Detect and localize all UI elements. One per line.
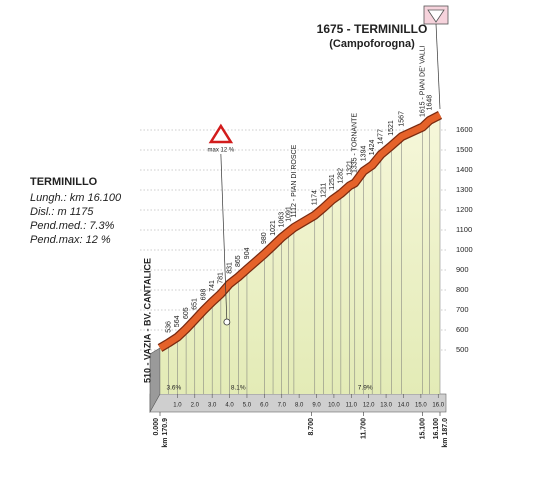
x-tick-label: 3.0 (208, 403, 217, 409)
km-mark-label: 15.100 (419, 418, 426, 440)
y-tick-label: 800 (456, 285, 469, 294)
place-label: 1335 - TORNANTE (352, 113, 359, 173)
altitude-label: 1567 (399, 111, 406, 127)
altitude-label: 1091 (286, 206, 293, 222)
altitude-label: 1424 (369, 140, 376, 156)
altitude-label: 1174 (312, 190, 319, 205)
info-line: Lungh.: km 16.100 (30, 192, 122, 204)
y-tick-label: 1100 (456, 225, 472, 234)
altitude-label: 1321 (346, 160, 353, 176)
info-line: Pend.med.: 7.3% (30, 220, 115, 232)
y-tick-label: 1600 (456, 125, 473, 134)
altitude-label: 1394 (360, 146, 367, 162)
y-tick-label: 600 (456, 325, 469, 334)
altitude-label: 1251 (329, 174, 336, 190)
altitude-label: 1063 (279, 212, 286, 228)
gradient-label: 7.9% (358, 385, 373, 392)
y-tick-label: 1500 (456, 145, 473, 154)
x-tick-label: 13.0 (380, 403, 392, 409)
y-tick-label: 700 (456, 305, 469, 314)
x-tick-label: 9.0 (312, 403, 321, 409)
profile-area (160, 115, 440, 394)
place-label: 1112 - PIAN DI ROSCE (291, 144, 298, 217)
y-tick-label: 1200 (456, 205, 473, 214)
altitude-label: 904 (244, 247, 251, 259)
place-label: 1615 - PIAN DE' VALLI (419, 45, 426, 117)
km-mark-label: 0.000 (153, 418, 160, 436)
altitude-label: 831 (226, 262, 233, 274)
x-tick-label: 4.0 (225, 403, 234, 409)
altitude-label: 1521 (388, 120, 395, 136)
altitude-label: 741 (209, 280, 216, 292)
chart-subtitle: (Campoforogna) (329, 38, 415, 50)
altitude-label: 698 (200, 289, 207, 301)
x-tick-label: 1.0 (173, 403, 182, 409)
altitude-label: 1477 (378, 129, 385, 145)
altitude-label: 781 (218, 272, 225, 284)
x-tick-label: 14.0 (398, 403, 410, 409)
summit-icon-triangle (427, 9, 445, 23)
y-tick-label: 900 (456, 265, 469, 274)
altitude-label: 605 (183, 307, 190, 319)
info-line: Disl.: m 1175 (30, 206, 94, 218)
altitude-label: 1021 (270, 220, 277, 236)
road-line (158, 112, 442, 351)
info-name: TERMINILLO (30, 176, 98, 188)
altitude-label: 980 (261, 232, 268, 244)
y-tick-label: 1400 (456, 165, 473, 174)
altitude-label: 1648 (426, 95, 433, 111)
altitude-label: 1282 (338, 168, 345, 184)
y-tick-label: 1300 (456, 185, 473, 194)
y-tick-label: 500 (456, 345, 469, 354)
x-tick-label: 2.0 (191, 403, 200, 409)
altitude-label: 651 (192, 298, 199, 310)
x-tick-label: 7.0 (278, 403, 287, 409)
gradient-label: 3.6% (166, 385, 181, 392)
x-tick-label: 12.0 (363, 403, 375, 409)
km-mark-label: 11.700 (360, 418, 367, 439)
gradient-label: 8.1% (231, 385, 246, 392)
max-sign (208, 123, 234, 144)
max-label: max 12 % (208, 148, 235, 154)
max-connector (220, 153, 228, 323)
info-line: Pend.max: 12 % (30, 234, 111, 246)
y-tick-label: 1000 (456, 245, 473, 254)
altitude-label: 865 (235, 255, 242, 267)
place-label: 510 - VAZIA - BV. CANTALICE (142, 258, 152, 383)
x-tick-label: 10.0 (328, 403, 340, 409)
x-tick-label: 5.0 (243, 403, 252, 409)
max-point (223, 318, 231, 326)
km-mark-label: 16.100 (433, 418, 440, 440)
km-mark-label: 8.700 (308, 418, 315, 436)
altitude-label: 564 (174, 315, 181, 327)
x-tick-label: 11.0 (346, 403, 358, 409)
x-tick-label: 6.0 (260, 403, 269, 409)
km-mark-sub: km 187.0 (442, 418, 449, 448)
km-mark-sub: km 170.9 (162, 418, 169, 448)
summit-connector (435, 23, 441, 110)
x-tick-label: 16.0 (432, 403, 444, 409)
altitude-label: 536 (166, 321, 173, 333)
x-tick-label: 8.0 (295, 403, 304, 409)
chart-title: 1675 - TERMINILLO (317, 22, 428, 36)
x-tick-label: 15.0 (415, 403, 427, 409)
altitude-label: 1211 (320, 183, 327, 198)
